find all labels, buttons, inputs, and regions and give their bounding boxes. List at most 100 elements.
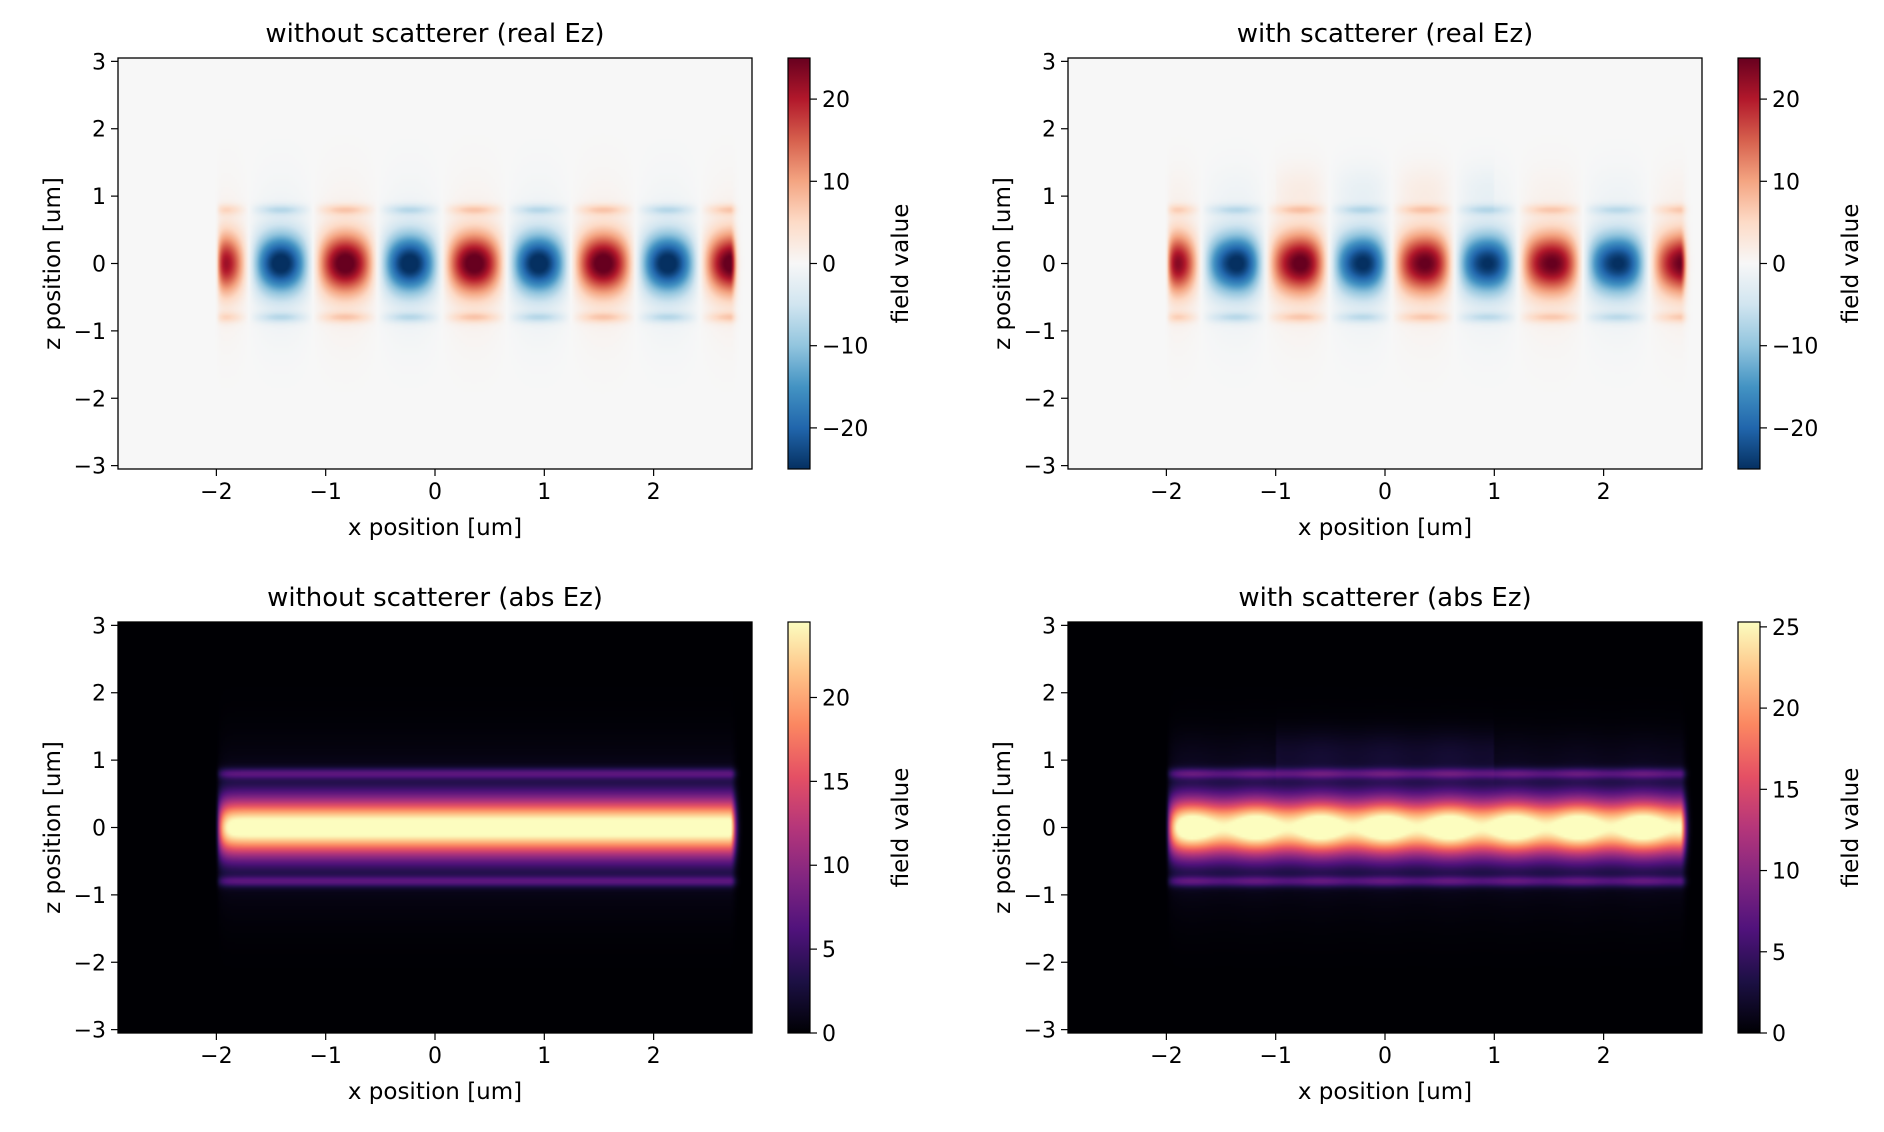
y-tick-label: 1 [1042,185,1056,210]
colorbar: −20 −10 0 10 20 field value [787,57,914,470]
y-axis-label: z position [um] [990,177,1016,350]
y-tick-label: 1 [92,185,106,210]
heatmap-image [118,622,752,1033]
colorbar-tick-label: 5 [822,938,836,963]
y-tick-label: 1 [92,749,106,774]
x-tick-label: −1 [309,1044,341,1069]
colorbar-label: field value [888,768,914,888]
colorbar-gradient [787,57,811,470]
x-axis-label: x position [um] [1298,1079,1472,1105]
colorbar-tick-label: 25 [1772,616,1800,641]
x-tick-label: 1 [537,480,551,505]
colorbar-tick-label: 20 [822,88,850,113]
y-axis-label: z position [um] [40,741,66,914]
x-tick-label: −2 [200,1044,232,1069]
colorbar-tick-label: 0 [1772,253,1786,278]
y-tick-label: −1 [1024,320,1056,345]
colorbar-tick-label: −10 [822,335,868,360]
colorbar-tick-label: 5 [1772,941,1786,966]
x-axis-label: x position [um] [1298,515,1472,541]
colorbar-tick-label: 10 [1772,860,1800,885]
colorbar-tick-label: 20 [822,686,850,711]
y-tick-label: 2 [1042,118,1056,143]
x-tick-label: −1 [1259,1044,1291,1069]
y-tick-label: −2 [74,951,106,976]
y-tick-label: 3 [1042,614,1056,639]
y-tick-label: −1 [74,884,106,909]
y-tick-label: 2 [92,118,106,143]
y-tick-label: −3 [74,1019,106,1044]
x-tick-label: −2 [200,480,232,505]
y-tick-label: 0 [1042,817,1056,842]
x-tick-label: 2 [1597,1044,1611,1069]
y-tick-label: 0 [92,817,106,842]
y-tick-label: −3 [1024,1019,1056,1044]
colorbar-label: field value [1838,768,1864,888]
y-tick-label: −2 [74,387,106,412]
y-tick-label: 1 [1042,749,1056,774]
colorbar-tick-label: 0 [822,253,836,278]
x-tick-label: 1 [537,1044,551,1069]
subplot-4: −2 −1 0 1 2 −3 −2 −1 0 1 2 3 with scatterer (abs Ez)… [990,583,1864,1105]
colorbar: 0 5 10 15 20 field value [787,621,914,1047]
colorbar-tick-label: 10 [1772,170,1800,195]
subplot-title: without scatterer (real Ez) [265,19,604,49]
colorbar-tick-label: 20 [1772,88,1800,113]
colorbar-gradient [787,621,811,1034]
subplot-title: with scatterer (real Ez) [1237,19,1534,49]
y-tick-label: −2 [1024,951,1056,976]
y-tick-label: 2 [1042,682,1056,707]
colorbar-tick-label: 15 [822,770,850,795]
colorbar: 0 5 10 15 20 25 field value [1737,616,1864,1047]
colorbar-tick-label: 0 [822,1022,836,1047]
y-tick-label: 0 [92,253,106,278]
y-tick-label: 0 [1042,253,1056,278]
y-tick-label: −1 [74,320,106,345]
x-tick-label: −1 [1259,480,1291,505]
subplot-3: −2 −1 0 1 2 −3 −2 −1 0 1 2 3 without scatterer (abs … [40,583,914,1105]
y-tick-label: 3 [1042,50,1056,75]
y-tick-label: 3 [92,50,106,75]
colorbar-label: field value [1838,204,1864,324]
x-tick-label: 0 [428,480,442,505]
y-tick-label: 2 [92,682,106,707]
colorbar: −20 −10 0 10 20 field value [1737,57,1864,470]
colorbar-tick-label: −10 [1772,335,1818,360]
colorbar-gradient [1737,621,1761,1034]
colorbar-tick-label: −20 [1772,417,1818,442]
x-tick-label: 1 [1487,480,1501,505]
y-tick-label: −3 [1024,455,1056,480]
colorbar-tick-label: 10 [822,854,850,879]
x-tick-label: −1 [309,480,341,505]
y-tick-label: −3 [74,455,106,480]
colorbar-tick-label: 15 [1772,778,1800,803]
x-tick-label: 2 [647,480,661,505]
x-tick-label: 0 [1378,1044,1392,1069]
x-tick-label: −2 [1150,1044,1182,1069]
y-tick-label: −2 [1024,387,1056,412]
y-tick-label: −1 [1024,884,1056,909]
colorbar-tick-label: 0 [1772,1022,1786,1047]
x-tick-label: 2 [1597,480,1611,505]
x-tick-label: 0 [1378,480,1392,505]
x-axis-label: x position [um] [348,515,522,541]
colorbar-tick-label: 20 [1772,697,1800,722]
x-tick-label: 0 [428,1044,442,1069]
colorbar-label: field value [888,204,914,324]
colorbar-gradient [1737,57,1761,470]
subplot-title: without scatterer (abs Ez) [267,583,603,613]
heatmap-image [1068,58,1702,469]
y-axis-label: z position [um] [40,177,66,350]
colorbar-tick-label: −20 [822,417,868,442]
y-axis-label: z position [um] [990,741,1016,914]
x-tick-label: −2 [1150,480,1182,505]
heatmap-image [118,58,752,469]
y-tick-label: 3 [92,614,106,639]
x-tick-label: 1 [1487,1044,1501,1069]
x-tick-label: 2 [647,1044,661,1069]
colorbar-tick-label: 10 [822,170,850,195]
subplot-title: with scatterer (abs Ez) [1238,583,1531,613]
